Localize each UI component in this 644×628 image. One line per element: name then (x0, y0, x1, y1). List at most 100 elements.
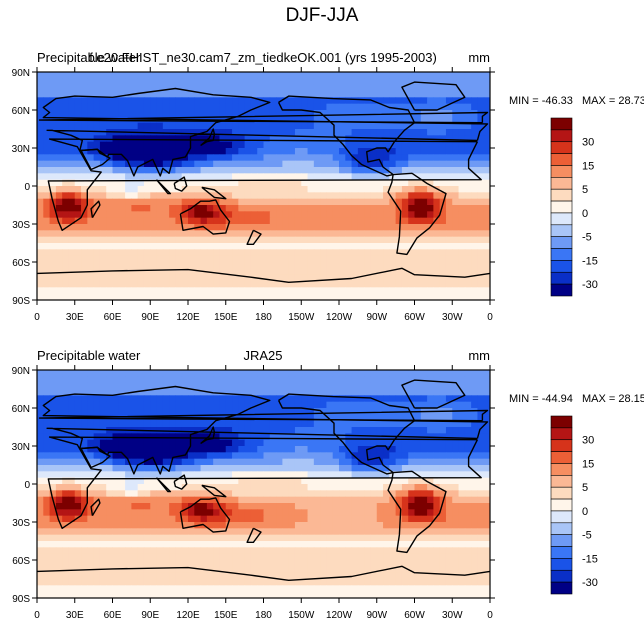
heatmap-cell (207, 471, 214, 478)
heatmap-cell (326, 560, 333, 567)
heatmap-cell (157, 148, 164, 155)
heatmap-cell (131, 490, 138, 497)
heatmap-cell (150, 268, 157, 275)
heatmap-cell (364, 142, 371, 149)
heatmap-cell (282, 224, 289, 231)
heatmap-cell (358, 421, 365, 428)
colorbar-swatch (551, 118, 572, 130)
heatmap-cell (276, 421, 283, 428)
heatmap-cell (251, 186, 258, 193)
heatmap-cell (415, 560, 422, 567)
heatmap-cell (320, 383, 327, 390)
heatmap-cell (163, 256, 170, 263)
heatmap-cell (175, 256, 182, 263)
heatmap-cell (245, 440, 252, 447)
heatmap-cell (106, 421, 113, 428)
heatmap-cell (213, 566, 220, 573)
heatmap-cell (257, 135, 264, 142)
heatmap-cell (87, 287, 94, 294)
heatmap-cell (201, 110, 208, 117)
heatmap-cell (201, 516, 208, 523)
heatmap-cell (182, 427, 189, 434)
heatmap-cell (477, 535, 484, 542)
heatmap-cell (201, 154, 208, 161)
heatmap-cell (314, 129, 321, 136)
heatmap-cell (402, 535, 409, 542)
heatmap-cell (339, 408, 346, 415)
heatmap-cell (370, 262, 377, 269)
heatmap-cell (219, 440, 226, 447)
heatmap-cell (459, 192, 466, 199)
heatmap-cell (308, 541, 315, 548)
heatmap-cell (440, 256, 447, 263)
heatmap-cell (188, 129, 195, 136)
heatmap-cell (138, 370, 145, 377)
heatmap-cell (113, 370, 120, 377)
heatmap-cell (421, 554, 428, 561)
heatmap-cell (459, 72, 466, 79)
heatmap-cell (56, 554, 63, 561)
heatmap-cell (276, 85, 283, 92)
heatmap-cell (201, 376, 208, 383)
heatmap-cell (219, 249, 226, 256)
heatmap-cell (163, 230, 170, 237)
heatmap-cell (182, 547, 189, 554)
heatmap-cell (106, 503, 113, 510)
heatmap-cell (37, 230, 44, 237)
heatmap-cell (81, 230, 88, 237)
heatmap-cell (314, 566, 321, 573)
heatmap-cell (358, 256, 365, 263)
heatmap-cell (150, 484, 157, 491)
heatmap-cell (226, 471, 233, 478)
heatmap-cell (175, 490, 182, 497)
heatmap-cell (232, 186, 239, 193)
heatmap-cell (169, 376, 176, 383)
heatmap-cell (433, 180, 440, 187)
heatmap-cell (113, 237, 120, 244)
heatmap-cell (389, 389, 396, 396)
heatmap-cell (194, 547, 201, 554)
heatmap-cell (320, 490, 327, 497)
heatmap-cell (433, 243, 440, 250)
heatmap-cell (87, 142, 94, 149)
heatmap-cell (427, 459, 434, 466)
heatmap-cell (339, 471, 346, 478)
colorbar-swatch (551, 213, 572, 225)
panel-1-units: mm (468, 50, 490, 65)
heatmap-cell (144, 85, 151, 92)
heatmap-cell (125, 516, 132, 523)
heatmap-cell (238, 287, 245, 294)
heatmap-cell (471, 484, 478, 491)
heatmap-cell (175, 465, 182, 472)
heatmap-cell (289, 249, 296, 256)
heatmap-cell (364, 528, 371, 535)
heatmap-cell (358, 129, 365, 136)
heatmap-cell (326, 465, 333, 472)
heatmap-cell (358, 509, 365, 516)
heatmap-cell (163, 541, 170, 548)
heatmap-cell (295, 421, 302, 428)
heatmap-cell (138, 402, 145, 409)
heatmap-cell (182, 541, 189, 548)
heatmap-cell (68, 230, 75, 237)
heatmap-cell (50, 560, 57, 567)
heatmap-cell (301, 452, 308, 459)
heatmap-cell (188, 173, 195, 180)
heatmap-cell (238, 541, 245, 548)
heatmap-cell (163, 535, 170, 542)
heatmap-cell (477, 218, 484, 225)
heatmap-cell (219, 370, 226, 377)
heatmap-cell (345, 72, 352, 79)
heatmap-cell (219, 287, 226, 294)
heatmap-cell (43, 440, 50, 447)
heatmap-cell (113, 192, 120, 199)
heatmap-cell (389, 154, 396, 161)
heatmap-cell (94, 243, 101, 250)
heatmap-cell (440, 161, 447, 168)
heatmap-cell (201, 541, 208, 548)
heatmap-cell (396, 154, 403, 161)
heatmap-cell (421, 440, 428, 447)
heatmap-cell (245, 395, 252, 402)
heatmap-cell (433, 262, 440, 269)
heatmap-cell (163, 421, 170, 428)
